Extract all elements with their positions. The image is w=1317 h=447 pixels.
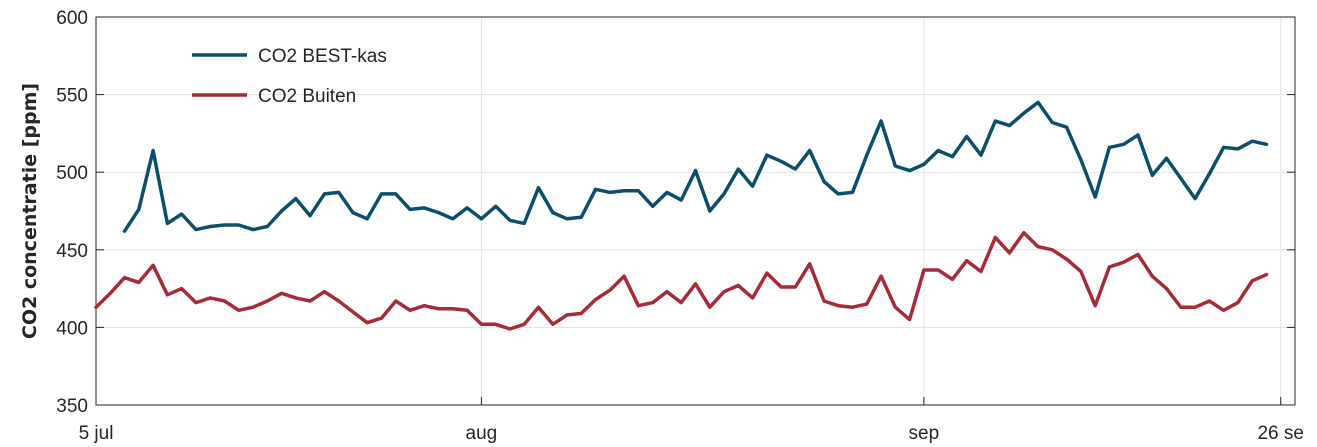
y-tick-label: 600 — [56, 8, 88, 29]
y-tick-label: 500 — [56, 163, 88, 184]
x-tick-label: sep — [909, 423, 940, 444]
y-tick-label: 400 — [56, 318, 88, 339]
grid — [95, 16, 1295, 406]
axis-ticks: 350 400 450 500 550 600 5 jul aug sep 26 se — [56, 8, 1304, 444]
y-tick-label: 450 — [56, 241, 88, 262]
y-axis-title: CO2 concentratie [ppm] — [19, 83, 41, 339]
legend: CO2 BEST-kas CO2 Buiten — [192, 46, 387, 107]
x-tick-label: 5 jul — [79, 423, 114, 444]
series-lines — [94, 100, 1269, 331]
plot-area-frame — [95, 16, 1296, 406]
y-tick-label: 550 — [56, 86, 88, 107]
legend-label-0: CO2 BEST-kas — [258, 46, 387, 67]
legend-label-1: CO2 Buiten — [258, 86, 356, 107]
series-line-1 — [94, 230, 1269, 331]
series-line-0 — [122, 100, 1269, 233]
x-tick-label: 26 se — [1257, 423, 1303, 444]
x-tick-label: aug — [466, 423, 498, 444]
y-tick-label: 350 — [56, 396, 88, 417]
